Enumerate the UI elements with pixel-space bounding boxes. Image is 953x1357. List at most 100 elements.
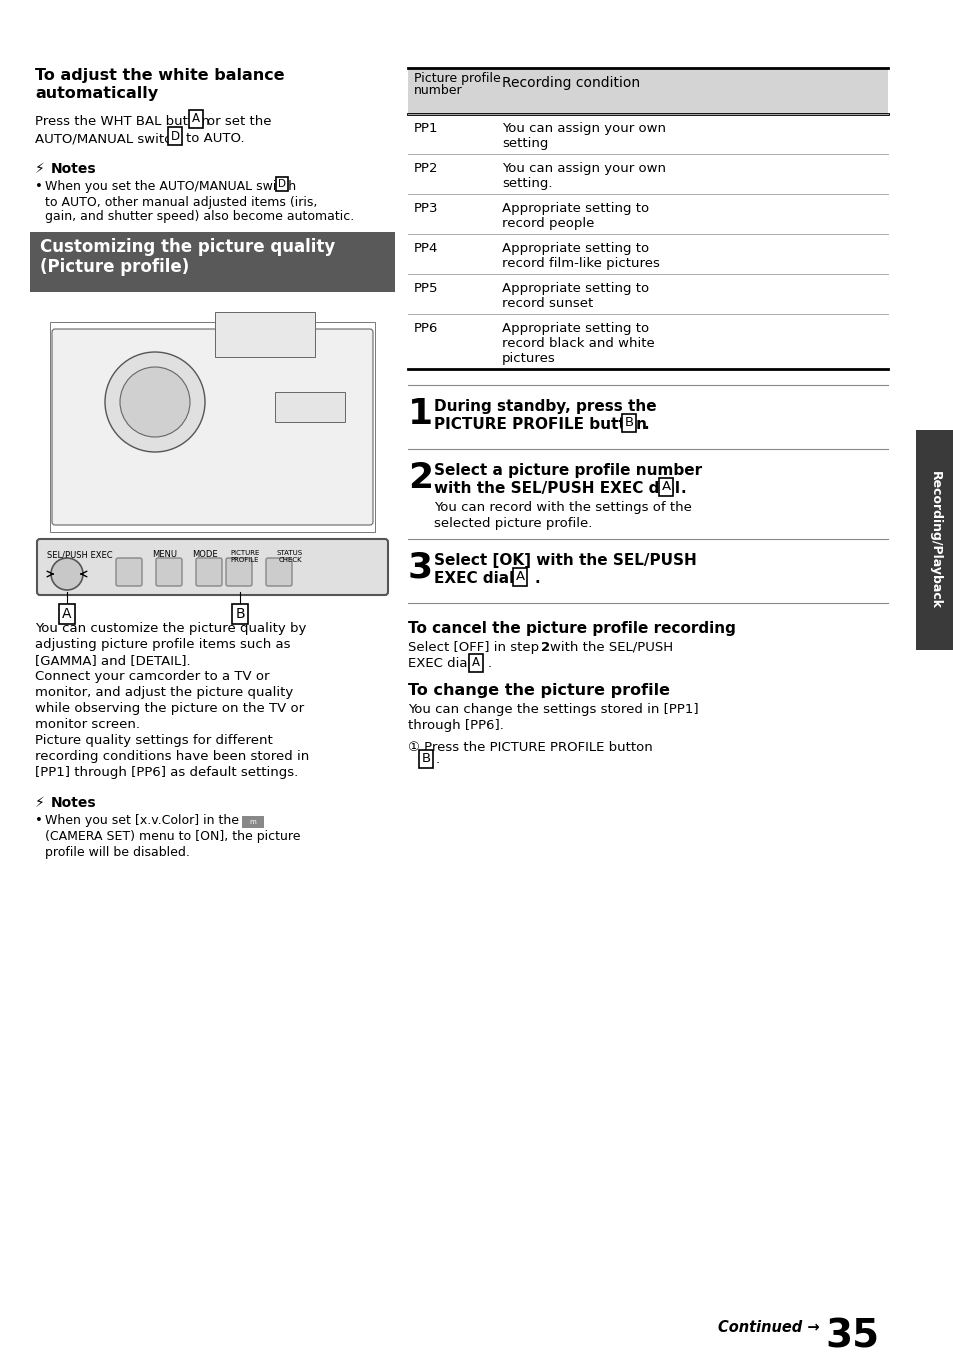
- Text: .: .: [535, 571, 540, 586]
- Text: .: .: [680, 480, 686, 497]
- Text: 1: 1: [408, 398, 433, 432]
- Text: PP2: PP2: [414, 161, 438, 175]
- Circle shape: [51, 558, 83, 590]
- Text: or set the: or set the: [207, 115, 272, 128]
- Text: adjusting picture profile items such as: adjusting picture profile items such as: [35, 638, 291, 651]
- FancyBboxPatch shape: [37, 539, 388, 594]
- Text: D: D: [171, 129, 179, 142]
- Text: while observing the picture on the TV or: while observing the picture on the TV or: [35, 702, 304, 715]
- Text: record film-like pictures: record film-like pictures: [501, 256, 659, 270]
- Text: PP6: PP6: [414, 322, 438, 335]
- Text: setting.: setting.: [501, 176, 552, 190]
- Text: with the SEL/PUSH: with the SEL/PUSH: [550, 641, 673, 654]
- Bar: [408, 68, 887, 114]
- Circle shape: [105, 351, 205, 452]
- Text: You can record with the settings of the: You can record with the settings of the: [434, 501, 691, 514]
- Bar: [242, 816, 264, 828]
- Text: D: D: [277, 179, 286, 189]
- Text: B: B: [624, 417, 633, 430]
- Text: (Picture profile): (Picture profile): [40, 258, 189, 275]
- Text: selected picture profile.: selected picture profile.: [434, 517, 592, 531]
- Bar: [30, 232, 395, 292]
- Text: To adjust the white balance: To adjust the white balance: [35, 68, 284, 83]
- Text: PICTURE PROFILE button: PICTURE PROFILE button: [434, 417, 646, 432]
- Text: PP3: PP3: [414, 202, 438, 214]
- Text: record black and white: record black and white: [501, 337, 654, 350]
- Text: to AUTO.: to AUTO.: [186, 132, 244, 145]
- Text: Press the WHT BAL button: Press the WHT BAL button: [35, 115, 210, 128]
- Circle shape: [120, 366, 190, 437]
- Text: PICTURE
PROFILE: PICTURE PROFILE: [230, 550, 259, 563]
- Text: Notes: Notes: [51, 161, 96, 176]
- Text: Recording/Playback: Recording/Playback: [927, 471, 941, 609]
- Text: PP1: PP1: [414, 122, 438, 134]
- Text: EXEC dial: EXEC dial: [434, 571, 514, 586]
- Text: Continued →: Continued →: [718, 1320, 820, 1335]
- Text: automatically: automatically: [35, 85, 158, 100]
- Text: Select [OFF] in step: Select [OFF] in step: [408, 641, 543, 654]
- Text: setting: setting: [501, 137, 548, 151]
- Text: •: •: [35, 814, 43, 826]
- Text: Select [OK] with the SEL/PUSH: Select [OK] with the SEL/PUSH: [434, 554, 696, 569]
- Text: You can change the settings stored in [PP1]: You can change the settings stored in [P…: [408, 703, 698, 716]
- Text: 35: 35: [825, 1318, 879, 1356]
- Text: pictures: pictures: [501, 351, 556, 365]
- Text: B: B: [421, 753, 430, 765]
- FancyBboxPatch shape: [266, 558, 292, 586]
- Text: Connect your camcorder to a TV or: Connect your camcorder to a TV or: [35, 670, 269, 683]
- Text: Appropriate setting to: Appropriate setting to: [501, 242, 648, 255]
- Text: EXEC dial: EXEC dial: [408, 657, 471, 670]
- Text: profile will be disabled.: profile will be disabled.: [45, 845, 190, 859]
- Text: You can assign your own: You can assign your own: [501, 161, 665, 175]
- Text: gain, and shutter speed) also become automatic.: gain, and shutter speed) also become aut…: [45, 210, 354, 223]
- Text: record people: record people: [501, 217, 594, 229]
- Text: number: number: [414, 84, 462, 96]
- Text: PP4: PP4: [414, 242, 438, 255]
- Text: STATUS
CHECK: STATUS CHECK: [276, 550, 303, 563]
- Text: through [PP6].: through [PP6].: [408, 719, 503, 731]
- Text: recording conditions have been stored in: recording conditions have been stored in: [35, 750, 309, 763]
- Bar: [915, 430, 953, 650]
- Text: MENU: MENU: [152, 550, 177, 559]
- Text: monitor, and adjust the picture quality: monitor, and adjust the picture quality: [35, 687, 293, 699]
- FancyBboxPatch shape: [116, 558, 142, 586]
- Text: Picture quality settings for different: Picture quality settings for different: [35, 734, 273, 746]
- Text: A: A: [472, 657, 479, 669]
- Text: to AUTO, other manual adjusted items (iris,: to AUTO, other manual adjusted items (ir…: [45, 195, 317, 209]
- Text: Appropriate setting to: Appropriate setting to: [501, 282, 648, 294]
- Text: m: m: [250, 820, 256, 825]
- Text: .: .: [488, 657, 492, 670]
- Text: You can customize the picture quality by: You can customize the picture quality by: [35, 622, 306, 635]
- FancyBboxPatch shape: [156, 558, 182, 586]
- Text: ⚡: ⚡: [35, 161, 45, 176]
- Text: [GAMMA] and [DETAIL].: [GAMMA] and [DETAIL].: [35, 654, 191, 668]
- Text: Select a picture profile number: Select a picture profile number: [434, 463, 701, 478]
- Text: A: A: [62, 607, 71, 622]
- Text: When you set [x.v.Color] in the: When you set [x.v.Color] in the: [45, 814, 239, 826]
- Text: You can assign your own: You can assign your own: [501, 122, 665, 134]
- Text: SEL/PUSH EXEC: SEL/PUSH EXEC: [47, 550, 112, 559]
- Text: Notes: Notes: [51, 797, 96, 810]
- Text: Picture profile: Picture profile: [414, 72, 500, 85]
- Text: ① Press the PICTURE PROFILE button: ① Press the PICTURE PROFILE button: [408, 741, 652, 754]
- Text: Appropriate setting to: Appropriate setting to: [501, 322, 648, 335]
- Text: MODE: MODE: [192, 550, 217, 559]
- Text: AUTO/MANUAL switch: AUTO/MANUAL switch: [35, 132, 180, 145]
- Text: A: A: [192, 113, 200, 125]
- Bar: [274, 392, 345, 422]
- Text: To cancel the picture profile recording: To cancel the picture profile recording: [408, 622, 735, 636]
- Text: [PP1] through [PP6] as default settings.: [PP1] through [PP6] as default settings.: [35, 765, 298, 779]
- Text: 2: 2: [540, 641, 550, 654]
- Text: .: .: [643, 417, 649, 432]
- FancyBboxPatch shape: [52, 328, 373, 525]
- Text: A: A: [515, 570, 524, 584]
- Text: 3: 3: [408, 551, 433, 585]
- Text: record sunset: record sunset: [501, 297, 593, 309]
- Text: Appropriate setting to: Appropriate setting to: [501, 202, 648, 214]
- Text: •: •: [35, 180, 43, 193]
- Text: During standby, press the: During standby, press the: [434, 399, 656, 414]
- Text: (CAMERA SET) menu to [ON], the picture: (CAMERA SET) menu to [ON], the picture: [45, 830, 300, 843]
- Text: Customizing the picture quality: Customizing the picture quality: [40, 237, 335, 256]
- Bar: [50, 322, 375, 532]
- Text: To change the picture profile: To change the picture profile: [408, 683, 669, 697]
